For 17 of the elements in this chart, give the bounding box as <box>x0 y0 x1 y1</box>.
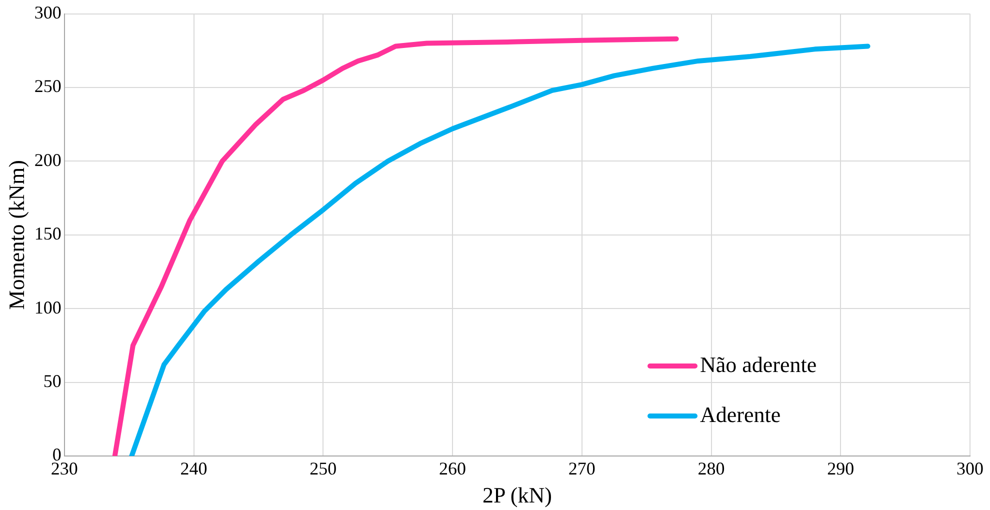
y-tick-label: 50 <box>43 371 62 392</box>
legend-label: Aderente <box>700 402 781 427</box>
y-tick-label: 200 <box>34 150 62 170</box>
y-tick-label: 300 <box>34 2 62 23</box>
x-tick-label: 300 <box>956 458 984 479</box>
y-tick-label: 100 <box>34 297 62 318</box>
x-tick-label: 270 <box>568 458 596 479</box>
y-axis-title: Momento (kNm) <box>4 160 29 310</box>
x-tick-label: 280 <box>698 458 725 479</box>
x-tick-label: 260 <box>439 458 466 479</box>
x-tick-label: 250 <box>310 458 337 479</box>
x-tick-label: 240 <box>180 458 208 479</box>
x-axis-title: 2P (kN) <box>482 482 552 508</box>
y-tick-label: 150 <box>34 224 62 244</box>
x-tick-label: 290 <box>827 458 854 479</box>
legend-label: Não aderente <box>700 352 817 377</box>
y-tick-label: 250 <box>34 76 62 96</box>
